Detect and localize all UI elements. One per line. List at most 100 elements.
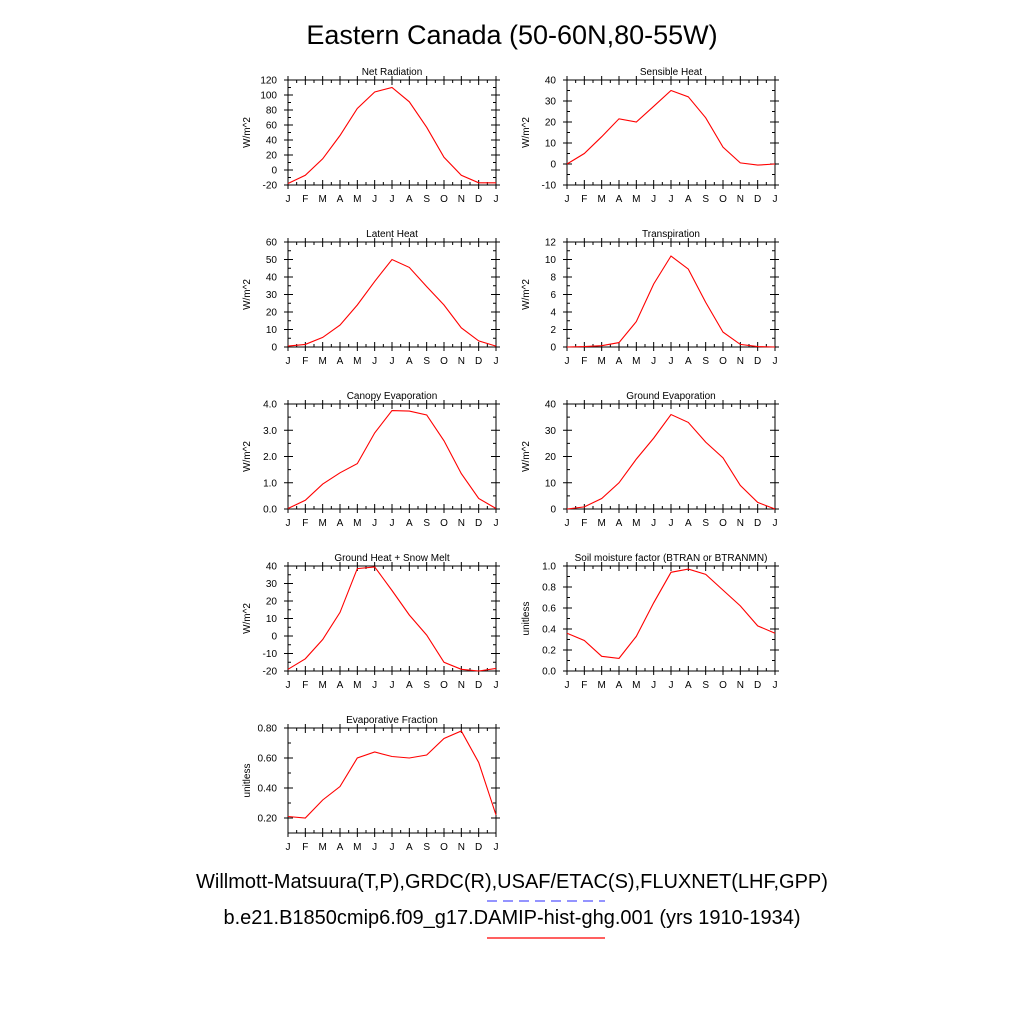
x-tick-label: J <box>286 518 291 529</box>
x-tick-label: F <box>302 680 308 691</box>
y-tick-label: 60 <box>266 121 278 132</box>
x-tick-label: N <box>458 518 465 529</box>
x-tick-label: M <box>318 518 326 529</box>
x-tick-label: J <box>390 680 395 691</box>
panel-frame <box>287 241 497 348</box>
panel-frame <box>287 403 497 510</box>
panel-title: Evaporative Fraction <box>346 715 438 726</box>
x-tick-label: M <box>318 356 326 367</box>
y-tick-label: 10 <box>545 478 557 489</box>
x-tick-label: D <box>475 842 482 853</box>
x-tick-label: J <box>669 680 674 691</box>
x-tick-label: A <box>685 356 692 367</box>
x-tick-label: J <box>565 680 570 691</box>
y-tick-label: 0.4 <box>542 625 556 636</box>
x-tick-label: S <box>423 842 430 853</box>
legend-model-label: b.e21.B1850cmip6.f09_g17.DAMIP-hist-ghg.… <box>223 907 801 929</box>
y-tick-label: 10 <box>266 614 278 625</box>
x-tick-label: M <box>353 356 361 367</box>
panel-title: Ground Heat + Snow Melt <box>334 553 450 564</box>
panel-title: Transpiration <box>642 229 700 240</box>
series-line <box>287 86 496 184</box>
legend-model-sample-line <box>487 937 605 939</box>
x-tick-label: A <box>616 194 623 205</box>
x-tick-label: N <box>458 194 465 205</box>
panel-frame <box>287 565 497 672</box>
y-tick-label: 1.0 <box>542 562 556 573</box>
x-tick-label: M <box>318 194 326 205</box>
y-tick-label: 0.80 <box>258 724 278 735</box>
x-tick-label: O <box>719 518 727 529</box>
x-tick-label: J <box>494 680 499 691</box>
series-line <box>566 255 776 348</box>
y-tick-label: 10 <box>545 255 557 266</box>
x-tick-label: J <box>286 842 291 853</box>
x-tick-label: J <box>286 680 291 691</box>
x-tick-label: J <box>651 680 656 691</box>
y-tick-label: 20 <box>545 118 557 129</box>
x-tick-label: J <box>390 518 395 529</box>
x-tick-label: S <box>423 680 430 691</box>
y-tick-label: 4 <box>550 308 556 319</box>
x-tick-label: A <box>406 842 413 853</box>
x-tick-label: J <box>651 518 656 529</box>
x-tick-label: J <box>372 842 377 853</box>
x-tick-label: M <box>353 194 361 205</box>
x-tick-label: O <box>440 842 448 853</box>
panel-title: Net Radiation <box>362 67 423 78</box>
x-tick-label: J <box>372 356 377 367</box>
x-tick-label: M <box>632 680 640 691</box>
x-tick-label: N <box>458 356 465 367</box>
y-tick-label: 20 <box>266 308 278 319</box>
x-tick-label: O <box>440 194 448 205</box>
x-tick-label: J <box>651 356 656 367</box>
x-tick-label: A <box>337 842 344 853</box>
x-tick-label: J <box>565 518 570 529</box>
x-tick-label: M <box>632 194 640 205</box>
y-tick-label: -20 <box>263 667 278 678</box>
y-tick-label: -10 <box>542 181 557 192</box>
y-tick-label: 30 <box>545 426 557 437</box>
y-tick-label: -10 <box>263 649 278 660</box>
x-tick-label: N <box>458 680 465 691</box>
x-tick-label: A <box>616 356 623 367</box>
x-tick-label: O <box>719 194 727 205</box>
y-tick-label: 0.6 <box>542 604 556 615</box>
x-tick-label: J <box>390 356 395 367</box>
x-tick-label: A <box>337 194 344 205</box>
x-tick-label: M <box>632 356 640 367</box>
y-tick-label: 0 <box>550 505 556 516</box>
x-tick-label: F <box>302 518 308 529</box>
series-line <box>566 568 776 659</box>
x-tick-label: O <box>440 356 448 367</box>
x-tick-label: A <box>406 680 413 691</box>
y-axis-label: W/m^2 <box>242 603 253 634</box>
x-tick-label: J <box>669 194 674 205</box>
x-tick-label: D <box>475 680 482 691</box>
y-tick-label: 30 <box>266 579 278 590</box>
series-line <box>287 410 497 509</box>
y-axis-label: W/m^2 <box>242 279 253 310</box>
y-tick-label: 50 <box>266 255 278 266</box>
panel-frame <box>566 565 776 672</box>
x-tick-label: F <box>581 194 587 205</box>
x-tick-label: A <box>337 680 344 691</box>
x-tick-label: J <box>773 356 778 367</box>
y-axis-label: W/m^2 <box>242 441 253 472</box>
y-tick-label: 0 <box>550 160 556 171</box>
x-tick-label: N <box>737 518 744 529</box>
y-tick-label: 0.60 <box>258 754 278 765</box>
x-tick-label: F <box>581 518 587 529</box>
x-tick-label: D <box>475 356 482 367</box>
x-tick-label: A <box>337 356 344 367</box>
panel-title: Soil moisture factor (BTRAN or BTRANMN) <box>575 553 768 564</box>
y-tick-label: 30 <box>545 97 557 108</box>
y-tick-label: 20 <box>266 597 278 608</box>
x-tick-label: M <box>597 194 605 205</box>
y-tick-label: 40 <box>545 76 557 87</box>
y-tick-label: 3.0 <box>263 426 277 437</box>
x-tick-label: M <box>632 518 640 529</box>
y-tick-label: 10 <box>266 325 278 336</box>
x-tick-label: J <box>494 518 499 529</box>
